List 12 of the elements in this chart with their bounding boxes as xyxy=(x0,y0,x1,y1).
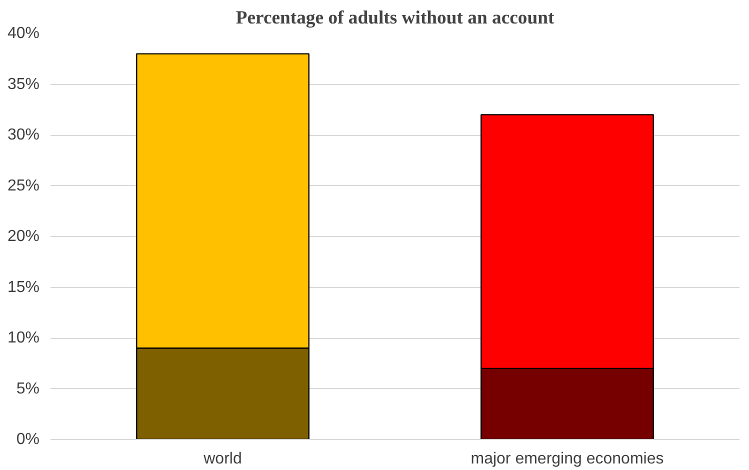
y-tick-label: 5% xyxy=(16,380,40,398)
x-tick-label: world xyxy=(202,450,242,468)
y-tick-label: 15% xyxy=(7,278,40,296)
y-tick-label: 0% xyxy=(16,431,40,448)
y-tick-label: 20% xyxy=(7,228,40,245)
y-tick-label: 40% xyxy=(7,25,40,42)
x-tick-label: major emerging economies xyxy=(470,450,664,468)
y-tick-label: 35% xyxy=(7,76,40,93)
y-tick-label: 30% xyxy=(7,126,40,144)
y-tick-label: 25% xyxy=(7,177,40,194)
chart-title: Percentage of adults without an account xyxy=(236,8,555,28)
y-tick-label: 10% xyxy=(7,330,40,346)
